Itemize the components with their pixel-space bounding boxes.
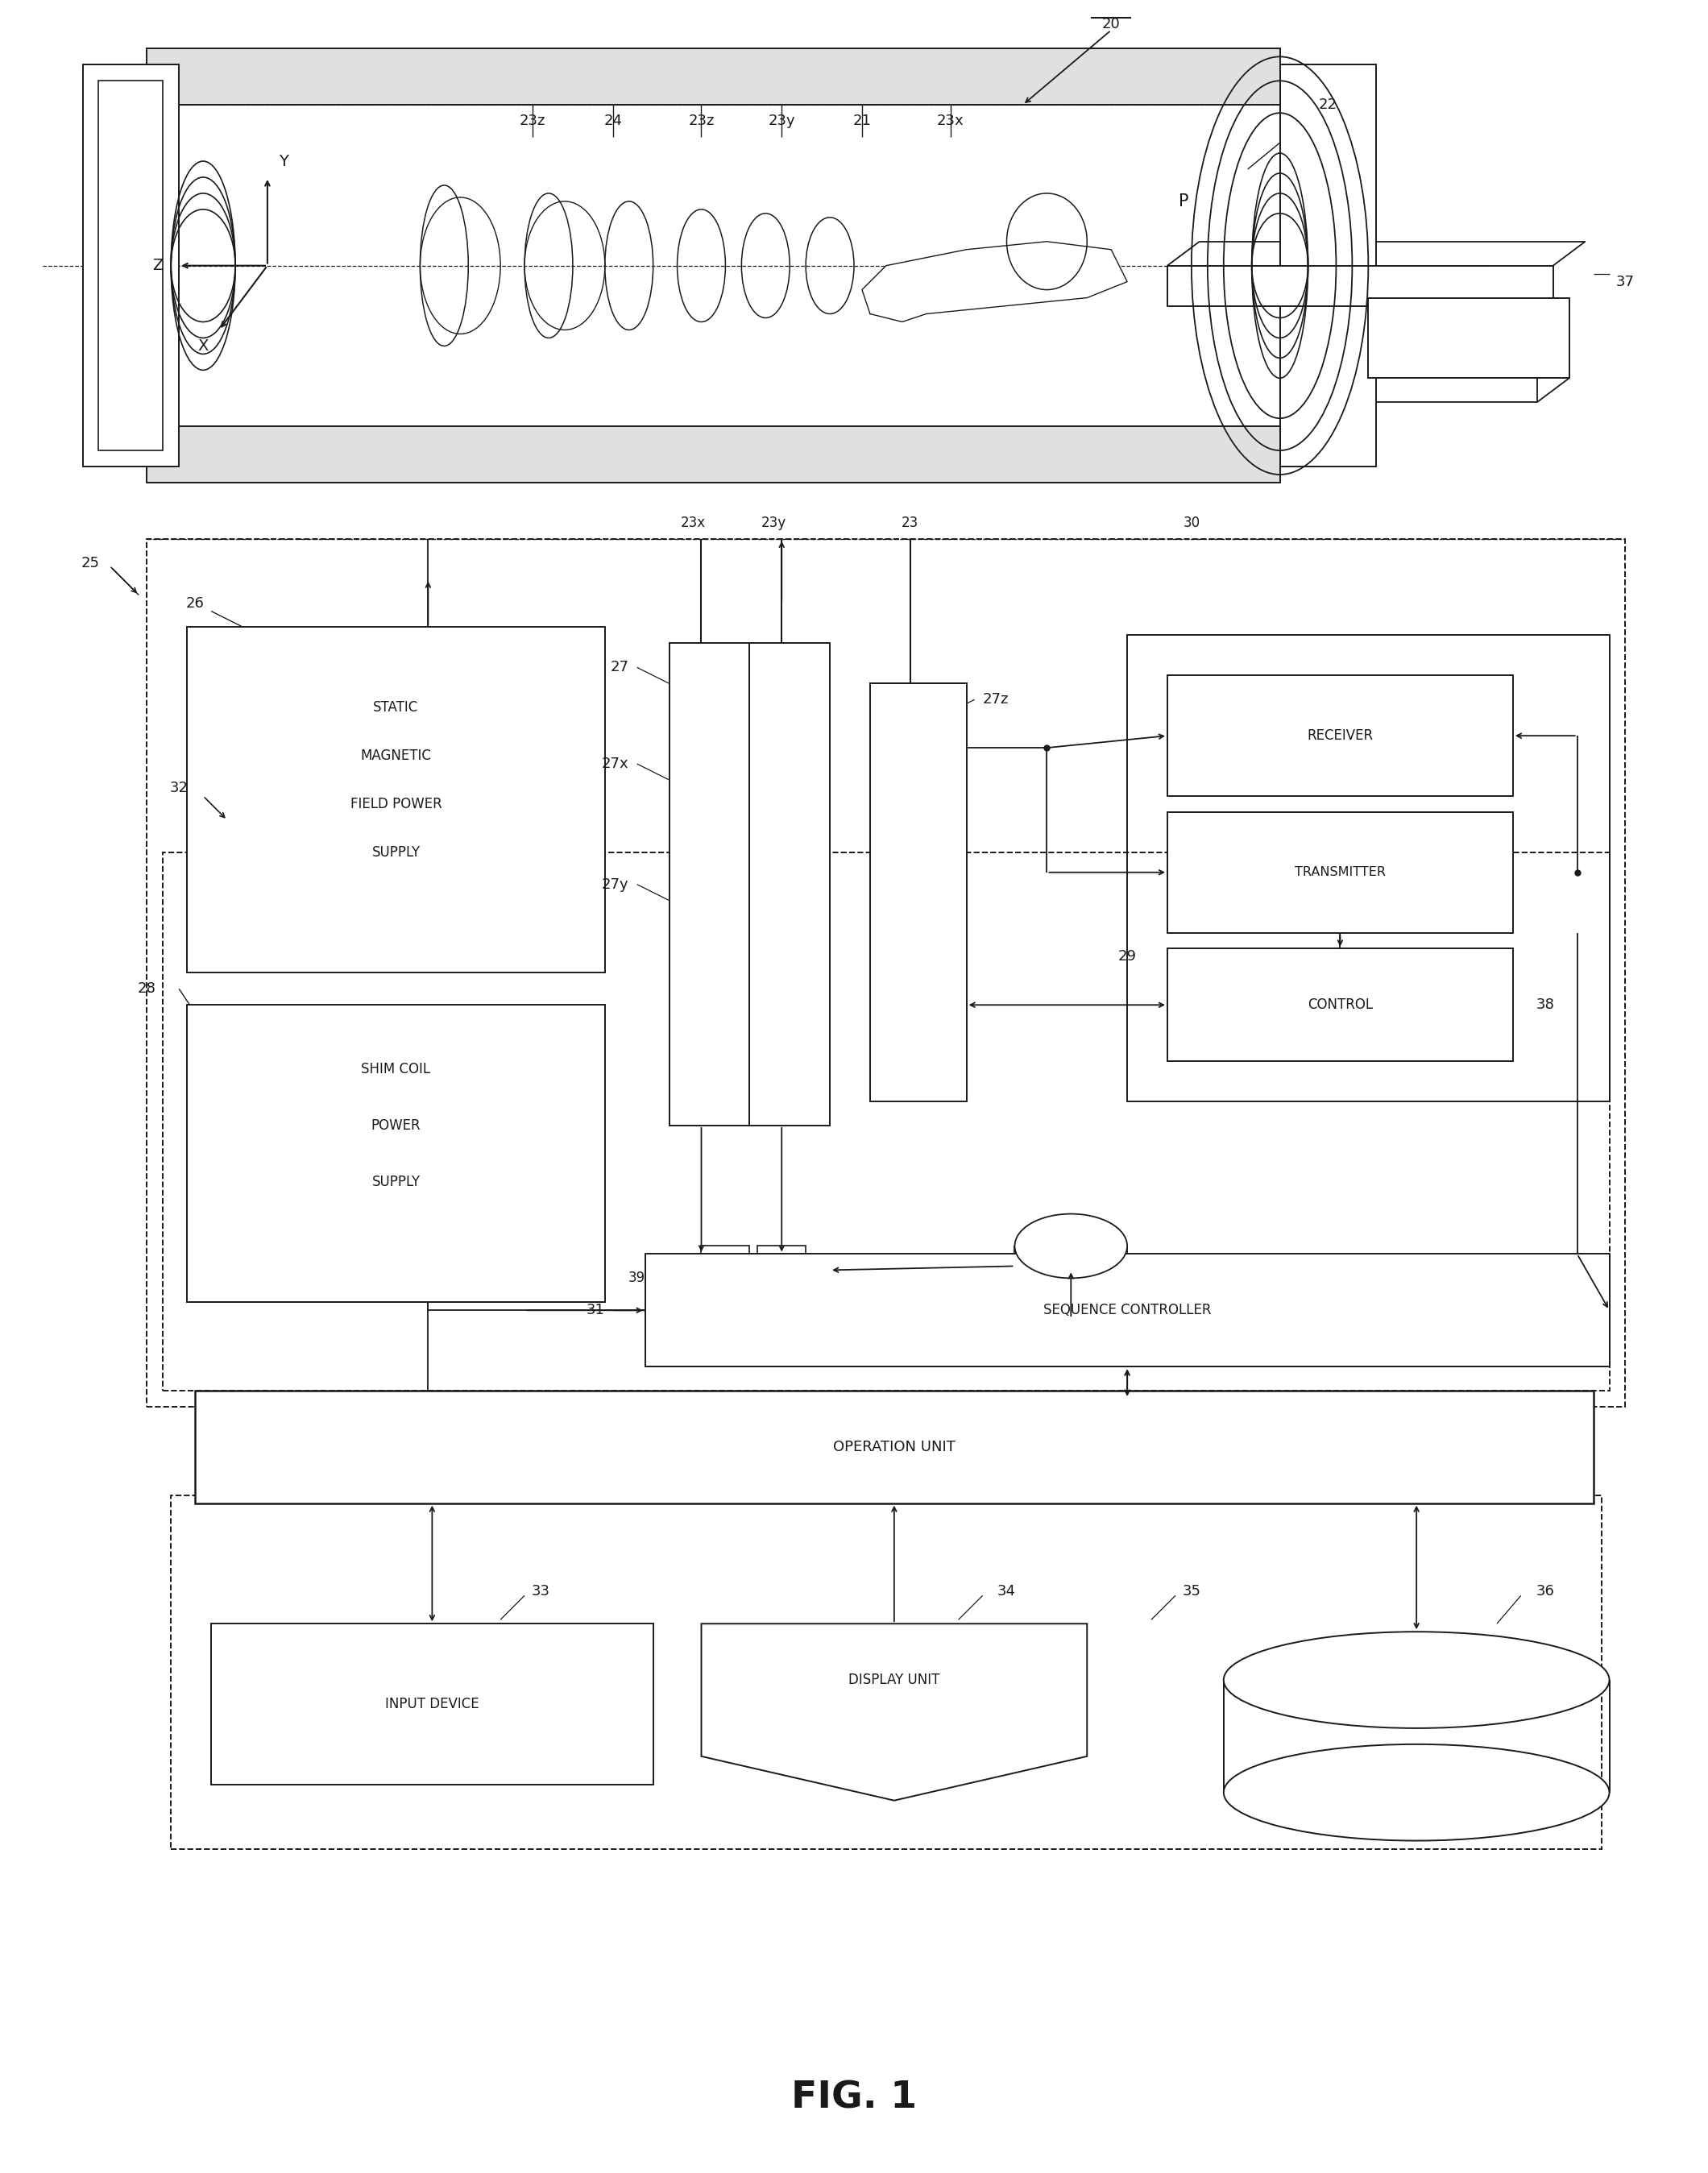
Text: 35: 35 [1182,1584,1201,1599]
Text: 37: 37 [1616,274,1635,289]
Text: 23z: 23z [688,113,714,128]
Text: 20: 20 [1102,17,1120,33]
Bar [1279,65,1377,467]
Bar [1368,298,1570,378]
Bar [1167,265,1553,306]
Bar [1127,635,1609,1102]
Text: SEQUENCE CONTROLLER: SEQUENCE CONTROLLER [1044,1304,1211,1317]
Text: 27z: 27z [982,693,1009,706]
Text: FIG. 1: FIG. 1 [791,2080,917,2117]
Text: CONTROL: CONTROL [1307,997,1373,1013]
Bar [1167,813,1513,932]
Ellipse shape [1015,1254,1127,1319]
Text: 23z: 23z [519,113,545,128]
Bar [195,1391,1594,1504]
Text: FIELD POWER: FIELD POWER [350,797,442,811]
Text: OPERATION UNIT: OPERATION UNIT [834,1441,955,1454]
Text: 23x: 23x [938,113,963,128]
Bar [188,628,605,974]
Text: 39A: 39A [1057,1286,1085,1302]
Text: 36: 36 [1535,1584,1554,1599]
Text: 23: 23 [902,515,919,530]
Text: 32: 32 [169,780,188,795]
Ellipse shape [1015,1215,1127,1278]
Text: 27x: 27x [601,756,629,771]
Text: SHIM COIL: SHIM COIL [362,1063,430,1076]
Bar [670,643,750,1126]
Bar [188,1004,605,1302]
Text: Y: Y [278,154,289,169]
Text: STORAGE UNIT: STORAGE UNIT [1366,1712,1467,1728]
Text: 23x: 23x [681,515,705,530]
Text: TRANSMITTER: TRANSMITTER [1295,867,1385,878]
Text: 30: 30 [1184,515,1201,530]
Bar [147,539,1626,1406]
Bar [82,65,179,467]
Bar [869,684,967,1102]
Polygon shape [702,1623,1086,1801]
Bar [1167,950,1513,1060]
Text: 22: 22 [1319,98,1337,113]
Ellipse shape [1006,193,1086,289]
Bar [147,48,1279,104]
Text: 39: 39 [629,1271,646,1286]
Ellipse shape [1223,1632,1609,1728]
Text: INPUT DEVICE: INPUT DEVICE [386,1697,480,1712]
Text: 33: 33 [531,1584,550,1599]
Text: 38: 38 [1535,997,1554,1013]
Text: 24: 24 [603,113,622,128]
Polygon shape [863,241,1127,322]
Text: 28: 28 [138,982,155,995]
Text: 26: 26 [186,595,205,611]
Text: RECEIVER: RECEIVER [1307,728,1373,743]
Text: 27: 27 [610,661,629,674]
Bar [758,1245,806,1286]
Text: 25: 25 [82,556,99,569]
Bar [750,643,830,1126]
Text: SUPPLY: SUPPLY [372,1173,420,1189]
Text: 31: 31 [586,1304,605,1317]
Text: 23y: 23y [762,515,786,530]
Text: 21: 21 [852,113,871,128]
Text: P: P [1179,193,1189,209]
Bar [99,80,162,450]
Text: STATIC: STATIC [374,700,418,715]
Text: X: X [198,339,208,354]
Text: DISPLAY UNIT: DISPLAY UNIT [849,1673,939,1686]
Text: POWER: POWER [371,1119,420,1132]
Text: MAGNETIC: MAGNETIC [360,748,432,763]
Text: Z: Z [152,259,162,274]
Text: 34: 34 [997,1584,1016,1599]
Bar [162,852,1609,1391]
Text: 23y: 23y [769,113,796,128]
Bar [171,1495,1602,1849]
Text: 29: 29 [1119,950,1136,965]
Bar [1167,676,1513,795]
Ellipse shape [1223,1745,1609,1841]
Bar [147,426,1279,482]
Bar [212,1623,652,1784]
Text: 27y: 27y [601,878,629,891]
Text: SUPPLY: SUPPLY [372,845,420,861]
Bar [646,1254,1609,1367]
Bar [702,1245,750,1286]
